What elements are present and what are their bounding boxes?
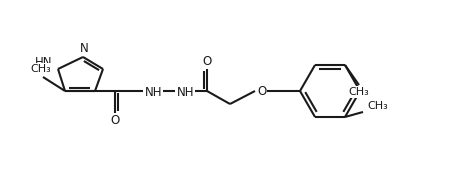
- Text: NH: NH: [145, 86, 162, 98]
- Text: O: O: [202, 54, 211, 67]
- Text: HN: HN: [35, 55, 52, 69]
- Text: NH: NH: [177, 86, 194, 98]
- Text: CH₃: CH₃: [30, 64, 51, 74]
- Text: O: O: [110, 115, 119, 127]
- Text: CH₃: CH₃: [348, 87, 369, 97]
- Text: CH₃: CH₃: [366, 101, 387, 111]
- Text: N: N: [80, 42, 88, 54]
- Text: O: O: [257, 84, 266, 98]
